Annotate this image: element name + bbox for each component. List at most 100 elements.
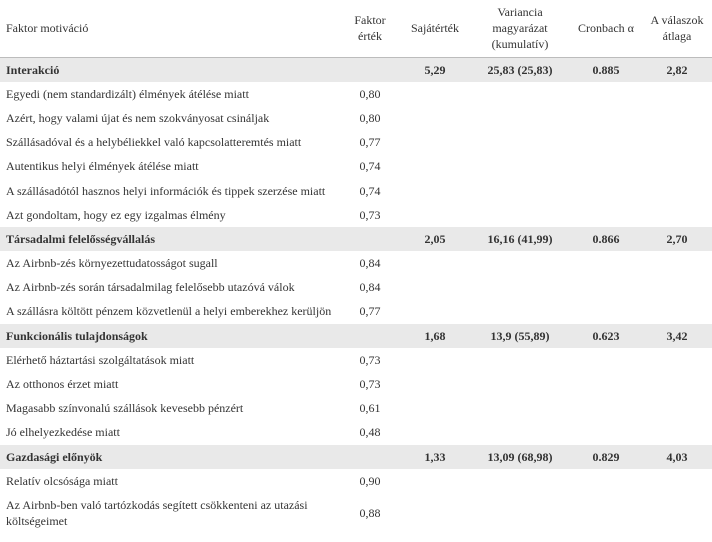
item-cronbach bbox=[570, 420, 642, 444]
item-row: Az Airbnb-zés során társadalmilag felelő… bbox=[0, 275, 712, 299]
section-title: Társadalmi felelősségvállalás bbox=[0, 227, 340, 251]
factor-table: Faktor motiváció Faktor érték Sajátérték… bbox=[0, 0, 712, 533]
col-header-variance: Variancia magyarázat (kumulatív) bbox=[470, 0, 570, 57]
section-mean: 3,42 bbox=[642, 324, 712, 348]
item-cronbach bbox=[570, 396, 642, 420]
section-variance: 13,9 (55,89) bbox=[470, 324, 570, 348]
item-row: Azért, hogy valami újat és nem szokványo… bbox=[0, 106, 712, 130]
section-mean: 2,70 bbox=[642, 227, 712, 251]
item-variance bbox=[470, 493, 570, 533]
section-variance: 13,09 (68,98) bbox=[470, 445, 570, 469]
item-cronbach bbox=[570, 348, 642, 372]
item-label: Az Airbnb-ben való tartózkodás segített … bbox=[0, 493, 340, 533]
item-variance bbox=[470, 154, 570, 178]
item-cronbach bbox=[570, 154, 642, 178]
table-body: Interakció 5,2925,83 (25,83)0.8852,82 Egye… bbox=[0, 57, 712, 533]
item-cronbach bbox=[570, 130, 642, 154]
section-row: Gazdasági előnyök1,3313,09 (68,98)0.8294… bbox=[0, 445, 712, 469]
section-cronbach: 0.885 bbox=[570, 57, 642, 82]
item-factor-value: 0,74 bbox=[340, 179, 400, 203]
item-mean bbox=[642, 493, 712, 533]
item-factor-value: 0,73 bbox=[340, 372, 400, 396]
item-eigenvalue bbox=[400, 203, 470, 227]
item-mean bbox=[642, 299, 712, 323]
col-header-factor-motivation: Faktor motiváció bbox=[0, 0, 340, 57]
section-row: Társadalmi felelősségvállalás2,0516,16 (… bbox=[0, 227, 712, 251]
item-variance bbox=[470, 420, 570, 444]
item-label: A szállásadótól hasznos helyi információ… bbox=[0, 179, 340, 203]
item-factor-value: 0,84 bbox=[340, 251, 400, 275]
item-label: Az Airbnb-zés környezettudatosságot suga… bbox=[0, 251, 340, 275]
section-eigenvalue: 5,29 bbox=[400, 57, 470, 82]
section-cronbach: 0.829 bbox=[570, 445, 642, 469]
item-variance bbox=[470, 203, 570, 227]
item-eigenvalue bbox=[400, 396, 470, 420]
item-label: Egyedi (nem standardizált) élmények átél… bbox=[0, 82, 340, 106]
item-eigenvalue bbox=[400, 348, 470, 372]
item-label: Szállásadóval és a helybéliekkel való ka… bbox=[0, 130, 340, 154]
section-eigenvalue: 2,05 bbox=[400, 227, 470, 251]
item-factor-value: 0,77 bbox=[340, 299, 400, 323]
item-label: Az otthonos érzet miatt bbox=[0, 372, 340, 396]
section-variance: 25,83 (25,83) bbox=[470, 57, 570, 82]
item-row: A szállásadótól hasznos helyi információ… bbox=[0, 179, 712, 203]
section-title: Funkcionális tulajdonságok bbox=[0, 324, 340, 348]
item-factor-value: 0,73 bbox=[340, 203, 400, 227]
section-row: Funkcionális tulajdonságok 1,6813,9 (55,8… bbox=[0, 324, 712, 348]
item-mean bbox=[642, 348, 712, 372]
item-variance bbox=[470, 106, 570, 130]
item-variance bbox=[470, 299, 570, 323]
item-cronbach bbox=[570, 251, 642, 275]
item-row: Azt gondoltam, hogy ez egy izgalmas élmé… bbox=[0, 203, 712, 227]
item-cronbach bbox=[570, 275, 642, 299]
item-row: A szállásra költött pénzem közvetlenül a… bbox=[0, 299, 712, 323]
item-cronbach bbox=[570, 106, 642, 130]
item-mean bbox=[642, 179, 712, 203]
item-mean bbox=[642, 469, 712, 493]
item-eigenvalue bbox=[400, 82, 470, 106]
item-eigenvalue bbox=[400, 106, 470, 130]
item-row: Az Airbnb-ben való tartózkodás segített … bbox=[0, 493, 712, 533]
section-mean: 2,82 bbox=[642, 57, 712, 82]
item-row: Elérhető háztartási szolgáltatások miatt… bbox=[0, 348, 712, 372]
item-eigenvalue bbox=[400, 130, 470, 154]
item-variance bbox=[470, 372, 570, 396]
col-header-cronbach: Cronbach α bbox=[570, 0, 642, 57]
item-factor-value: 0,61 bbox=[340, 396, 400, 420]
item-mean bbox=[642, 106, 712, 130]
item-cronbach bbox=[570, 372, 642, 396]
item-mean bbox=[642, 396, 712, 420]
section-factor-value bbox=[340, 324, 400, 348]
item-mean bbox=[642, 130, 712, 154]
item-label: Elérhető háztartási szolgáltatások miatt bbox=[0, 348, 340, 372]
section-cronbach: 0.623 bbox=[570, 324, 642, 348]
item-variance bbox=[470, 82, 570, 106]
item-factor-value: 0,88 bbox=[340, 493, 400, 533]
table-header-row: Faktor motiváció Faktor érték Sajátérték… bbox=[0, 0, 712, 57]
item-cronbach bbox=[570, 493, 642, 533]
item-eigenvalue bbox=[400, 179, 470, 203]
item-row: Jó elhelyezkedése miatt0,48 bbox=[0, 420, 712, 444]
section-title: Interakció bbox=[0, 57, 340, 82]
item-mean bbox=[642, 203, 712, 227]
item-row: Magasabb színvonalú szállások kevesebb p… bbox=[0, 396, 712, 420]
section-cronbach: 0.866 bbox=[570, 227, 642, 251]
item-eigenvalue bbox=[400, 372, 470, 396]
item-variance bbox=[470, 348, 570, 372]
item-cronbach bbox=[570, 299, 642, 323]
section-eigenvalue: 1,68 bbox=[400, 324, 470, 348]
item-cronbach bbox=[570, 82, 642, 106]
item-mean bbox=[642, 372, 712, 396]
item-factor-value: 0,80 bbox=[340, 106, 400, 130]
col-header-answers-mean: A válaszok átlaga bbox=[642, 0, 712, 57]
item-eigenvalue bbox=[400, 469, 470, 493]
item-label: Relatív olcsósága miatt bbox=[0, 469, 340, 493]
item-label: Magasabb színvonalú szállások kevesebb p… bbox=[0, 396, 340, 420]
item-row: Autentikus helyi élmények átélése miatt0… bbox=[0, 154, 712, 178]
item-mean bbox=[642, 82, 712, 106]
item-label: Azért, hogy valami újat és nem szokványo… bbox=[0, 106, 340, 130]
item-factor-value: 0,77 bbox=[340, 130, 400, 154]
item-mean bbox=[642, 275, 712, 299]
section-factor-value bbox=[340, 57, 400, 82]
item-row: Egyedi (nem standardizált) élmények átél… bbox=[0, 82, 712, 106]
